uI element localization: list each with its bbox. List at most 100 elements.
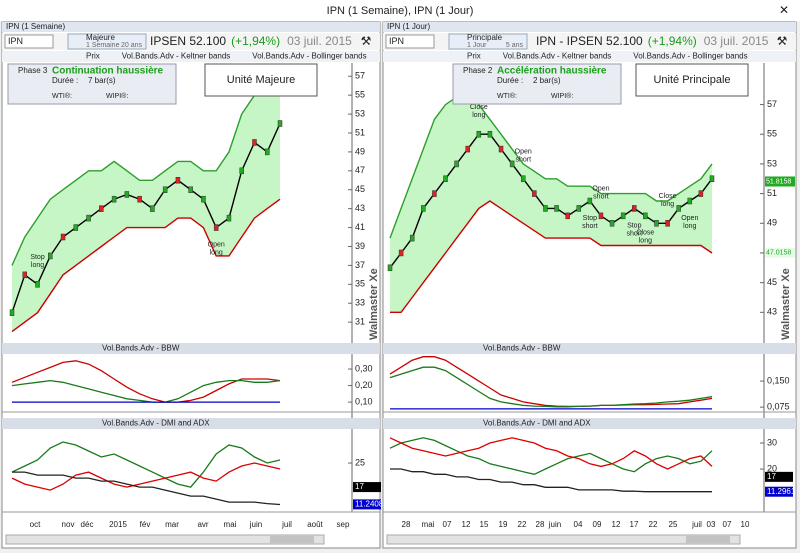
wti: WTI®: [52,92,72,100]
legend-entry[interactable]: Prix [467,52,481,61]
scrollbar[interactable] [5,534,325,545]
y-tick-label: 57 [767,99,777,109]
value-badge [353,482,381,493]
price-bar [498,145,504,153]
unit-name: Majeure [86,33,115,42]
price-bar [162,186,168,193]
panel-title: Vol.Bands.Adv - BBW [483,344,561,353]
price-bar [632,205,637,212]
y-tick-label: 55 [767,129,777,139]
price-bar [432,190,437,197]
phase: Phase 3 [18,66,48,75]
price-bar [554,205,559,212]
x-tick-label: mai [422,520,435,529]
price-bar [687,197,693,205]
price-bar [213,224,219,231]
symbol-input[interactable] [4,34,54,49]
phase-name: Continuation haussière [52,66,164,77]
y-tick-label: 53 [355,108,365,118]
y-tick-label: 51 [355,127,365,137]
scroll-thumb[interactable] [270,536,314,543]
price-bar [487,130,493,138]
legend-entry[interactable]: Vol.Bands.Adv - Keltner bands [122,52,231,61]
annotation: long [210,249,223,256]
x-tick-label: juil [281,520,292,529]
series-line [389,356,713,408]
annotation: Close [636,230,654,237]
y-tick-label: 41 [355,222,365,232]
legend-entry[interactable]: Prix [86,52,100,61]
tool-icon[interactable]: ⚒ [777,34,788,48]
series-line [389,437,713,475]
symbol-input[interactable] [385,34,435,49]
phase-box [7,63,177,105]
legend-entry[interactable]: Vol.Bands.Adv - Bollinger bands [633,52,747,61]
y-tick-label: 47 [355,165,365,175]
price-bar [709,175,715,183]
series-line [389,96,713,239]
annotation: Open [681,215,698,222]
panel-title: Vol.Bands.Adv - DMI and ADX [483,419,591,428]
price-badge [765,176,795,187]
annotation: long [639,238,652,245]
legend-entry[interactable]: Vol.Bands.Adv - Bollinger bands [252,52,366,61]
value-badge [765,486,793,497]
price-bar [137,195,142,203]
annotation: Open [592,186,609,193]
annotation: long [683,223,696,230]
x-tick-label: déc [81,520,94,529]
title-bar [0,0,800,21]
annotation: short [515,157,531,164]
price-bar [698,190,704,197]
pane-window [1,21,381,549]
price-bar [620,212,626,220]
panel-header [2,418,380,429]
close-button[interactable]: ✕ [779,3,789,17]
x-tick-label: 15 [480,520,489,529]
price-bar [252,139,257,146]
y-tick-label: 57 [355,71,365,81]
duration: Durée : [52,76,78,85]
x-tick-label: 07 [723,520,732,529]
tool-icon[interactable]: ⚒ [361,34,372,48]
annotation: Open [515,149,532,156]
annotation: long [31,262,44,269]
annotation: short [593,194,609,201]
panel-header [383,343,796,354]
annotation: Stop [30,254,45,261]
x-tick-label: 28 [536,520,545,529]
date: 03 juil. 2015 [287,34,352,48]
y-tick-label: 37 [355,260,365,270]
annotation: long [472,112,485,119]
wipi: WIPI®: [106,92,128,100]
unit-selector[interactable] [448,33,528,50]
price-bar [454,160,459,168]
x-tick-label: juin [249,520,262,529]
y-tick-label: 0,150 [767,375,790,385]
series-line [11,462,281,491]
y-tick-label: 45 [767,277,777,287]
legend-row [2,51,380,62]
price-bar [565,212,570,220]
x-tick-label: 04 [574,520,583,529]
unit-selector[interactable] [67,33,147,50]
symbol: IPN [8,36,23,46]
band-fill [390,97,712,313]
x-tick-label: 22 [649,520,658,529]
panel-header [383,418,796,429]
x-tick-label: 07 [443,520,452,529]
scroll-thumb[interactable] [686,536,730,543]
price-bar [576,205,582,212]
price-bar [465,145,470,153]
price-bar [520,175,526,183]
legend-entry[interactable]: Vol.Bands.Adv - Keltner bands [503,52,612,61]
scrollbar[interactable] [386,534,741,545]
price-badge-label: 51.8158 [766,178,791,185]
series-line [11,198,281,333]
annotation: Stop [583,215,598,222]
y-tick-label: 35 [355,279,365,289]
x-tick-label: 25 [669,520,678,529]
value-badge [765,471,793,482]
price-bar [476,130,482,138]
unit-name: Principale [467,33,503,42]
